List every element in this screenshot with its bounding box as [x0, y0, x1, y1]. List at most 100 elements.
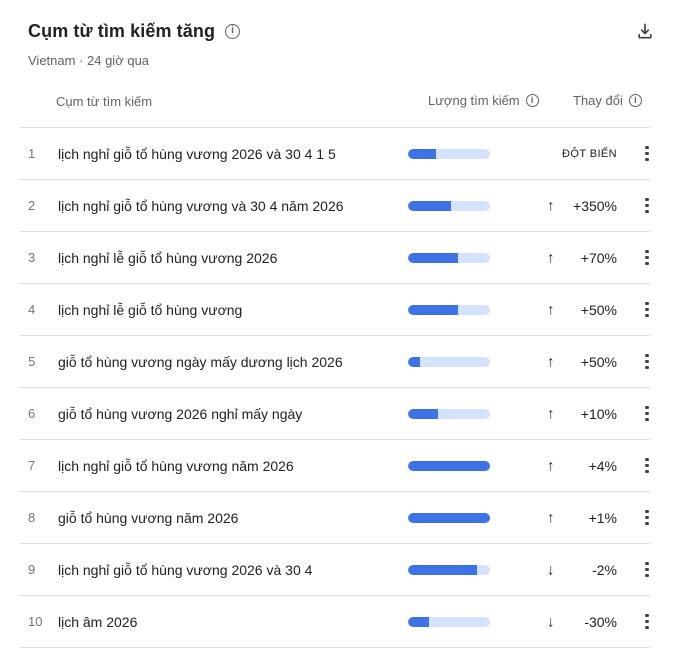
search-volume-bar — [408, 252, 490, 263]
search-volume-bar — [408, 564, 490, 575]
panel-header: Cụm từ tìm kiếm tăng i Vietnam · 24 giờ … — [0, 0, 677, 113]
row-separator — [20, 491, 650, 492]
row-separator — [20, 179, 650, 180]
row-separator — [20, 283, 650, 284]
search-term[interactable]: lịch nghỉ lễ giỗ tổ hùng vương — [58, 301, 243, 318]
kebab-dot — [645, 417, 649, 422]
column-header-volume-label: Lượng tìm kiếm — [428, 93, 520, 108]
more-options-button[interactable] — [617, 446, 677, 486]
change-value: +10% — [580, 405, 617, 422]
search-volume-bar-fill — [408, 512, 490, 523]
more-options-button[interactable] — [617, 550, 677, 590]
rank-label: 8 — [28, 510, 36, 525]
search-volume-bar-fill — [408, 564, 477, 575]
rank-label: 9 — [28, 562, 36, 577]
row-separator — [20, 439, 650, 440]
table-row[interactable]: 10 lịch âm 2026 ↓ -30% — [0, 596, 677, 647]
change-cell: ĐỘT BIẾN — [490, 128, 617, 179]
table-row[interactable]: 2 lịch nghỉ giỗ tổ hùng vương và 30 4 nă… — [0, 180, 677, 231]
table-row[interactable]: 5 giỗ tổ hùng vương ngày mấy dương lịch … — [0, 336, 677, 387]
change-arrow-icon: ↑ — [547, 301, 555, 318]
kebab-dot — [645, 509, 649, 514]
title-info-icon[interactable]: i — [225, 23, 241, 39]
search-volume-bar — [408, 512, 490, 523]
more-options-button[interactable] — [617, 602, 677, 642]
rank-label: 1 — [28, 146, 36, 161]
download-icon — [635, 21, 655, 41]
search-term[interactable]: lịch nghỉ giỗ tổ hùng vương 2026 và 30 4 — [58, 561, 313, 578]
change-arrow-icon: ↑ — [547, 457, 555, 474]
search-term[interactable]: giỗ tổ hùng vương 2026 nghỉ mấy ngày — [58, 405, 303, 422]
kebab-dot — [645, 619, 649, 624]
change-value: +4% — [588, 457, 617, 474]
kebab-dot — [645, 573, 649, 578]
kebab-dot — [645, 145, 649, 150]
kebab-dot — [645, 157, 649, 162]
kebab-dot — [645, 307, 649, 312]
kebab-dot — [645, 301, 649, 306]
row-separator — [20, 387, 650, 388]
search-volume-bar — [408, 408, 490, 419]
kebab-dot — [645, 515, 649, 520]
more-options-button[interactable] — [617, 394, 677, 434]
table-row[interactable]: 1 lịch nghỉ giỗ tổ hùng vương 2026 và 30… — [0, 128, 677, 179]
more-options-button[interactable] — [617, 342, 677, 382]
change-arrow-icon: ↓ — [547, 561, 555, 578]
rank-label: 5 — [28, 354, 36, 369]
search-term[interactable]: lịch nghỉ lễ giỗ tổ hùng vương 2026 — [58, 249, 278, 266]
kebab-dot — [645, 151, 649, 156]
table-row[interactable]: 8 giỗ tổ hùng vương năm 2026 ↑ +1% — [0, 492, 677, 543]
search-volume-bar-fill — [408, 148, 436, 159]
more-options-button[interactable] — [617, 134, 677, 174]
search-volume-bar-fill — [408, 356, 421, 367]
search-volume-bar — [408, 460, 490, 471]
column-header-change: Thay đổi i — [573, 93, 642, 108]
column-header-volume: Lượng tìm kiếm i — [428, 93, 539, 108]
search-volume-bar-fill — [408, 304, 459, 315]
more-options-button[interactable] — [617, 290, 677, 330]
kebab-dot — [645, 209, 649, 214]
change-value: -2% — [592, 561, 617, 578]
search-volume-bar-fill — [408, 252, 459, 263]
change-cell: ↑ +10% — [490, 388, 617, 439]
table-row[interactable]: 9 lịch nghỉ giỗ tổ hùng vương 2026 và 30… — [0, 544, 677, 595]
kebab-dot — [645, 463, 649, 468]
search-term[interactable]: lịch nghỉ giỗ tổ hùng vương và 30 4 năm … — [58, 197, 344, 214]
kebab-dot — [645, 457, 649, 462]
table-row[interactable]: 6 giỗ tổ hùng vương 2026 nghỉ mấy ngày ↑… — [0, 388, 677, 439]
change-cell: ↓ -30% — [490, 596, 617, 647]
change-cell: ↑ +50% — [490, 336, 617, 387]
kebab-dot — [645, 411, 649, 416]
change-value: ĐỘT BIẾN — [562, 147, 617, 160]
download-button[interactable] — [629, 19, 661, 43]
kebab-dot — [645, 561, 649, 566]
more-options-button[interactable] — [617, 238, 677, 278]
change-arrow-icon: ↑ — [547, 509, 555, 526]
search-term[interactable]: giỗ tổ hùng vương năm 2026 — [58, 509, 239, 526]
table-row[interactable]: 3 lịch nghỉ lễ giỗ tổ hùng vương 2026 ↑ … — [0, 232, 677, 283]
more-options-button[interactable] — [617, 498, 677, 538]
change-info-icon[interactable]: i — [628, 94, 642, 107]
more-options-button[interactable] — [617, 186, 677, 226]
rank-label: 4 — [28, 302, 36, 317]
kebab-dot — [645, 521, 649, 526]
kebab-dot — [645, 625, 649, 630]
rank-label: 3 — [28, 250, 36, 265]
search-term[interactable]: lịch nghỉ giỗ tổ hùng vương 2026 và 30 4… — [58, 145, 336, 162]
search-volume-bar-fill — [408, 408, 438, 419]
kebab-dot — [645, 567, 649, 572]
table-row[interactable]: 7 lịch nghỉ giỗ tổ hùng vương năm 2026 ↑… — [0, 440, 677, 491]
search-term[interactable]: lịch nghỉ giỗ tổ hùng vương năm 2026 — [58, 457, 294, 474]
search-term[interactable]: lịch âm 2026 — [58, 613, 138, 630]
change-cell: ↑ +350% — [490, 180, 617, 231]
kebab-dot — [645, 405, 649, 410]
kebab-dot — [645, 613, 649, 618]
kebab-dot — [645, 365, 649, 370]
table-row[interactable]: 4 lịch nghỉ lễ giỗ tổ hùng vương ↑ +50% — [0, 284, 677, 335]
search-volume-bar — [408, 200, 490, 211]
search-volume-bar — [408, 304, 490, 315]
rank-label: 6 — [28, 406, 36, 421]
search-term[interactable]: giỗ tổ hùng vương ngày mấy dương lịch 20… — [58, 353, 343, 370]
volume-info-icon[interactable]: i — [525, 94, 539, 107]
